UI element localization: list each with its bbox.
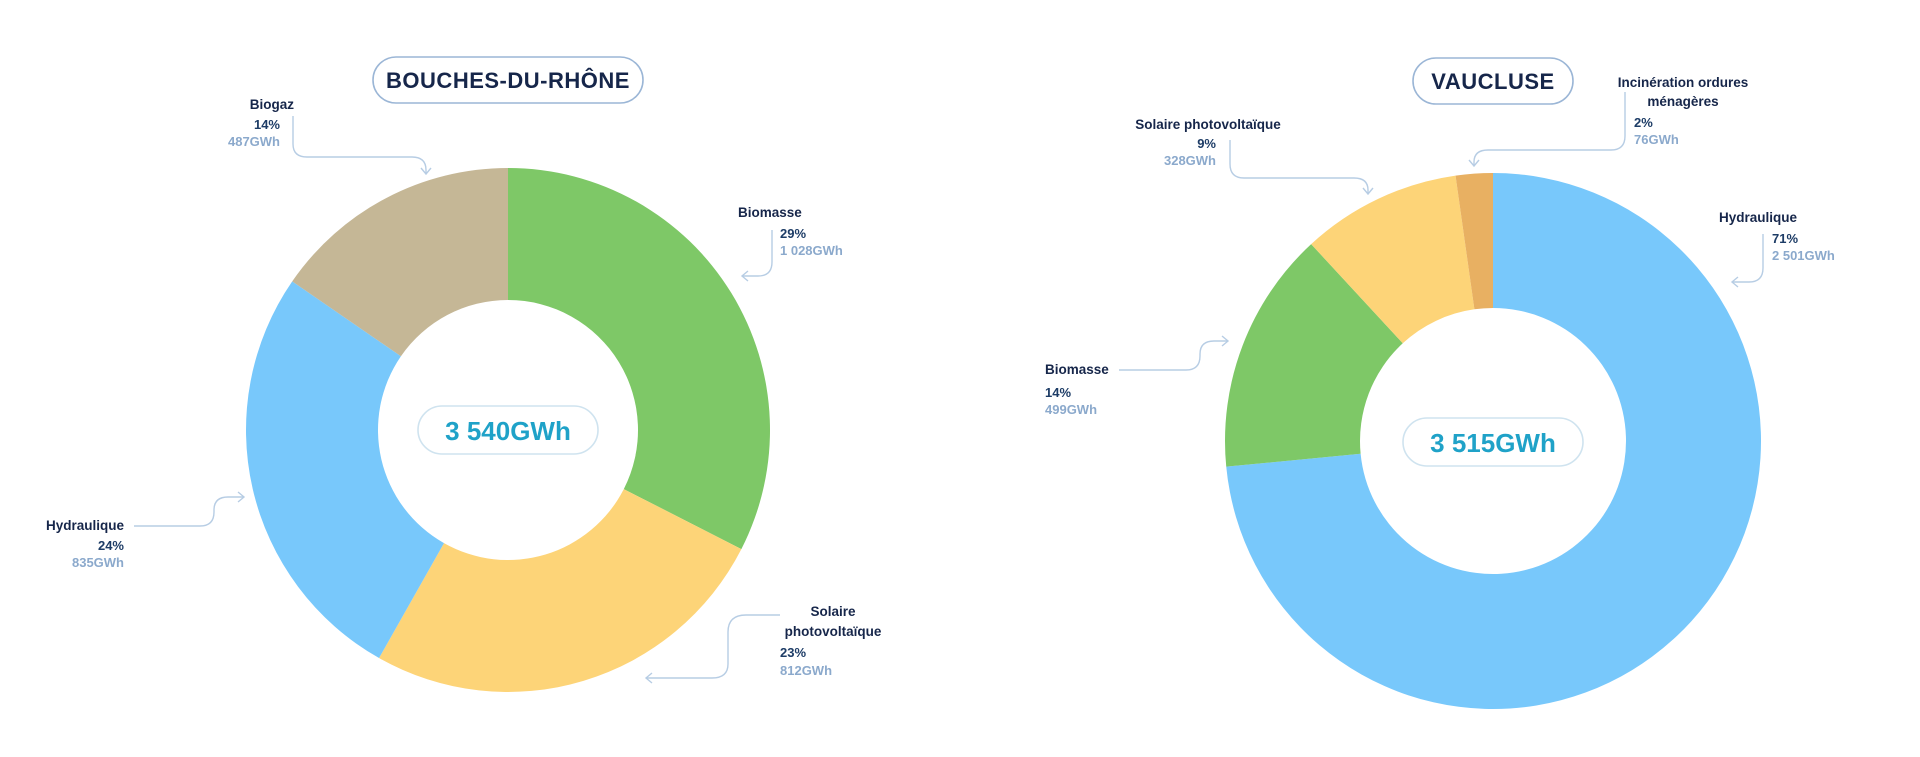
slice-percent: 2% xyxy=(1634,115,1653,130)
slice-label-solaire-photovoltaique: Solaire photovoltaïque 9% 328GWh xyxy=(1135,117,1374,196)
donut-slice-biogaz xyxy=(292,168,508,357)
slice-label-biomasse: Biomasse 29% 1 028GWh xyxy=(738,205,843,282)
donut-slice-hydraulique xyxy=(1226,173,1761,709)
slice-value: 1 028GWh xyxy=(780,243,843,258)
leader-line xyxy=(1732,234,1764,283)
leader-line xyxy=(742,230,773,277)
slice-name: Hydraulique xyxy=(1719,210,1798,225)
leader-line xyxy=(292,116,427,174)
slice-label-hydraulique: Hydraulique 71% 2 501GWh xyxy=(1719,210,1835,288)
slice-name-line2: ménagères xyxy=(1647,94,1718,109)
slice-name: Biomasse xyxy=(1045,362,1109,377)
leader-arrow xyxy=(420,167,432,176)
slice-value: 76GWh xyxy=(1634,132,1679,147)
leader-line xyxy=(1119,340,1228,371)
donut-slice-biomasse xyxy=(508,168,770,550)
donut-slices xyxy=(245,168,770,692)
slice-percent: 14% xyxy=(1045,385,1071,400)
donut-chart-vaucluse: VAUCLUSE 3 515GWh Hydraulique 71% 2 501G… xyxy=(1045,57,1835,709)
chart-title: VAUCLUSE xyxy=(1431,69,1554,94)
slice-percent: 14% xyxy=(254,117,280,132)
chart-title: BOUCHES-DU-RHÔNE xyxy=(386,68,630,93)
slice-name-line1: Incinération ordures xyxy=(1618,75,1749,90)
slice-name-line1: Solaire xyxy=(810,604,856,619)
slice-label-hydraulique: Hydraulique 24% 835GWh xyxy=(46,491,246,570)
slice-value: 328GWh xyxy=(1164,153,1216,168)
slice-value: 812GWh xyxy=(780,663,832,678)
donut-chart-bouches-du-rhone: BOUCHES-DU-RHÔNE 3 540GWh Biomasse 29% 1… xyxy=(46,56,882,692)
slice-percent: 23% xyxy=(780,645,806,660)
leader-line xyxy=(1473,92,1626,166)
slice-label-solaire-photovoltaique: Solaire photovoltaïque 23% 812GWh xyxy=(644,604,882,684)
donut-slice-incineration-ordures-menageres xyxy=(1455,173,1493,310)
slice-value: 835GWh xyxy=(72,555,124,570)
leader-line xyxy=(134,496,244,527)
center-total-label: 3 515GWh xyxy=(1430,428,1556,458)
leader-arrow xyxy=(1362,187,1374,196)
slice-name: Hydraulique xyxy=(46,518,125,533)
slice-percent: 24% xyxy=(98,538,124,553)
donut-slice-hydraulique xyxy=(245,281,445,659)
leader-arrow xyxy=(1221,335,1230,347)
leader-line xyxy=(1229,140,1369,194)
leader-arrow xyxy=(644,672,653,684)
donut-slice-biomasse xyxy=(1225,244,1403,467)
slice-label-biomasse: Biomasse 14% 499GWh xyxy=(1045,335,1230,417)
leader-arrow xyxy=(1468,159,1480,168)
center-total-pill xyxy=(1402,417,1584,467)
chart-title-pill xyxy=(372,56,644,104)
donut-slices xyxy=(1225,173,1761,709)
slice-percent: 71% xyxy=(1772,231,1798,246)
slice-name: Biomasse xyxy=(738,205,802,220)
slice-name: Biogaz xyxy=(250,97,295,112)
slice-label-biogaz: Biogaz 14% 487GWh xyxy=(228,97,432,176)
donut-slice-solaire-photovoltaique xyxy=(1311,175,1475,344)
slice-percent: 9% xyxy=(1197,136,1216,151)
center-total-label: 3 540GWh xyxy=(445,416,571,446)
leader-arrow xyxy=(740,270,749,282)
leader-arrow xyxy=(1730,276,1739,288)
slice-percent: 29% xyxy=(780,226,806,241)
slice-name: Solaire photovoltaïque xyxy=(1135,117,1281,132)
slice-value: 487GWh xyxy=(228,134,280,149)
slice-value: 2 501GWh xyxy=(1772,248,1835,263)
slice-name-line2: photovoltaïque xyxy=(785,624,882,639)
donut-slice-solaire-photovoltaique xyxy=(379,489,742,692)
leader-line xyxy=(646,614,780,679)
chart-title-pill xyxy=(1412,57,1574,105)
center-total-pill xyxy=(417,405,599,455)
slice-label-incineration-ordures-menageres: Incinération ordures ménagères 2% 76GWh xyxy=(1468,75,1749,168)
slice-value: 499GWh xyxy=(1045,402,1097,417)
leader-arrow xyxy=(237,491,246,503)
